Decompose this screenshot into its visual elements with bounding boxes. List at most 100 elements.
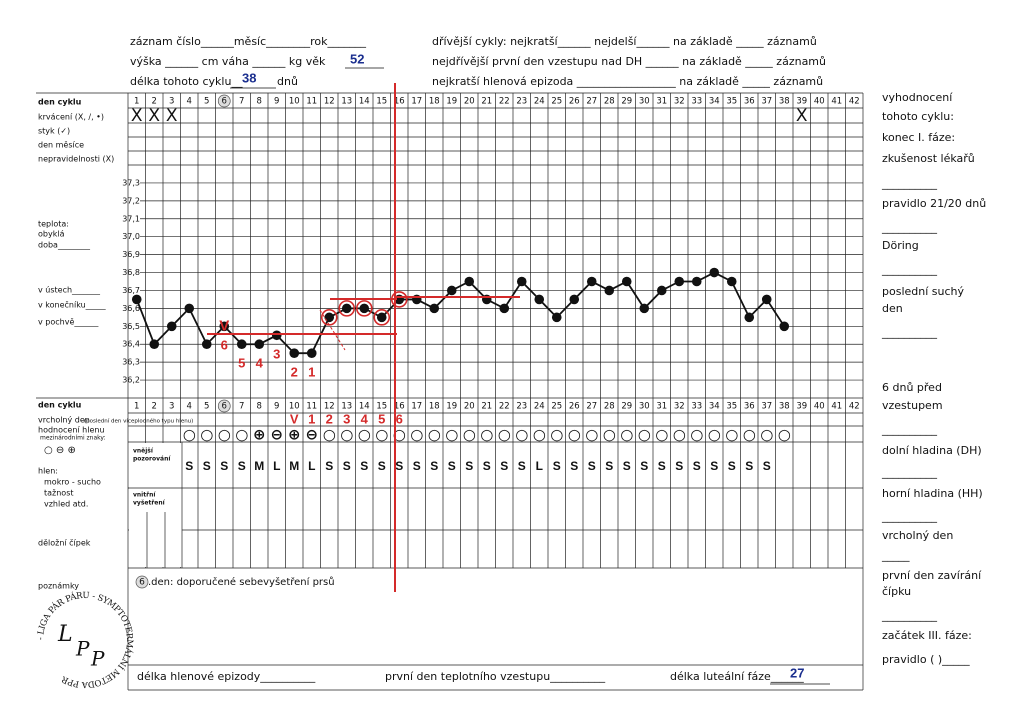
- label: hodnocení hlenu: [38, 426, 105, 435]
- y-tick-label: 36,4: [122, 340, 140, 349]
- day-number: 39: [796, 97, 807, 107]
- peak-mark: 1: [308, 411, 315, 426]
- bleeding-mark: X: [148, 106, 160, 126]
- mucus-sign: ○: [655, 426, 668, 444]
- day-number: 22: [499, 402, 510, 412]
- day-number: 2: [152, 97, 157, 107]
- label: vnější: [133, 448, 154, 455]
- label: nepravidelnosti (X): [38, 155, 114, 164]
- peak-mark: 6: [396, 411, 403, 426]
- day-number: 26: [569, 97, 580, 107]
- label: v ústech_______: [38, 286, 101, 295]
- footer-text: délka hlenové epizody__________: [137, 670, 316, 683]
- temperature-point: [761, 294, 772, 305]
- evaluation-label: _____: [881, 549, 910, 562]
- peak-mark: V: [290, 411, 299, 426]
- label: mezinárodními znaky:: [40, 435, 106, 442]
- mucus-desc: S: [465, 459, 473, 473]
- temperature-point: [779, 321, 790, 332]
- evaluation-label: tohoto cyklu:: [882, 110, 954, 123]
- evaluation-label: vyhodnocení: [882, 91, 953, 104]
- day-number: 11: [306, 97, 317, 107]
- peak-mark: 3: [343, 411, 350, 426]
- temperature-point: [604, 285, 615, 296]
- mucus-sign: ⊕: [288, 426, 301, 444]
- temperature-point: [621, 276, 632, 287]
- y-tick-label: 36,3: [122, 358, 140, 367]
- day-number: 41: [831, 402, 842, 412]
- day-number: 13: [341, 402, 352, 412]
- mucus-desc: S: [343, 459, 351, 473]
- footer-text: délka luteální fáze______: [670, 670, 804, 683]
- label: poznámky: [38, 582, 79, 591]
- circled-day: [217, 94, 231, 108]
- temperature-point: [201, 339, 212, 350]
- mucus-sign: ○: [673, 426, 686, 444]
- mucus-desc: S: [238, 459, 246, 473]
- day-number: 27: [586, 97, 597, 107]
- day-number: 31: [656, 97, 667, 107]
- cycle-length-label: délka tohoto cyklu__: [130, 75, 243, 88]
- day-number: 30: [639, 402, 650, 412]
- label: v konečníku_____: [38, 300, 107, 310]
- circled-day: [217, 399, 231, 413]
- day-number: 23: [516, 97, 527, 107]
- mucus-desc: S: [605, 459, 613, 473]
- evaluation-label: poslední suchý: [882, 285, 964, 298]
- day-number: 40: [814, 402, 825, 412]
- day-number: 26: [569, 402, 580, 412]
- y-tick-label: 36,7: [122, 286, 140, 295]
- evaluation-label: zkušenost lékařů: [882, 152, 975, 165]
- y-tick-label: 37,2: [122, 196, 140, 205]
- temperature-point: [674, 276, 685, 287]
- evaluation-label: __________: [881, 510, 938, 523]
- mucus-sign: ○: [410, 426, 423, 444]
- age-value: 52: [350, 51, 364, 66]
- label: vyšetření: [133, 500, 166, 507]
- day-number: 25: [551, 402, 562, 412]
- evaluation-lines: [207, 83, 520, 592]
- day-number: 36: [744, 402, 755, 412]
- bleeding-mark: X: [166, 106, 178, 126]
- mucus-desc: S: [745, 459, 753, 473]
- day-number: 35: [726, 97, 737, 107]
- day-number: 40: [814, 97, 825, 107]
- mucus-desc: S: [500, 459, 508, 473]
- day-number: 4: [187, 402, 192, 412]
- mucus-desc: S: [378, 459, 386, 473]
- header-earliest: nejdřívější první den vzestupu nad DH __…: [432, 55, 826, 68]
- label: děložní čípek: [38, 538, 91, 548]
- temperature-point: [376, 312, 387, 323]
- luteal-value: 27: [790, 665, 804, 680]
- mucus-sign: ○: [515, 426, 528, 444]
- circled-day: [135, 575, 149, 589]
- day-number: 38: [779, 402, 790, 412]
- subcell: [129, 443, 182, 567]
- day-number: 19: [446, 97, 457, 107]
- count-label: 4: [256, 356, 264, 371]
- day-number: 9: [274, 97, 279, 107]
- evaluation-label: pravidlo 21/20 dnů: [882, 197, 986, 210]
- temperature-point: [306, 348, 317, 358]
- day-number: 37: [761, 402, 772, 412]
- day-number: 33: [691, 97, 702, 107]
- day-number: 24: [534, 402, 545, 412]
- temperature-point: [586, 276, 597, 287]
- evaluation-label: čípku: [882, 585, 911, 598]
- day-number: 42: [849, 402, 860, 412]
- mucus-sign: ○: [375, 426, 388, 444]
- day-number: 18: [429, 97, 440, 107]
- label: ○ ⊖ ⊕: [44, 445, 76, 456]
- evaluation-label: konec I. fáze:: [882, 131, 955, 144]
- mucus-sign: ⊖: [270, 426, 283, 444]
- mucus-sign: ○: [340, 426, 353, 444]
- day-number: 16: [394, 97, 405, 107]
- temperature-point: [131, 294, 142, 305]
- evaluation-label: první den zavírání: [882, 569, 982, 582]
- day-number: 20: [464, 97, 475, 107]
- evaluation-label: __________: [881, 177, 938, 190]
- label: v pochvě______: [38, 318, 99, 327]
- mucus-sign: ○: [550, 426, 563, 444]
- label: pozorování: [133, 456, 171, 463]
- temperature-point: [516, 276, 527, 287]
